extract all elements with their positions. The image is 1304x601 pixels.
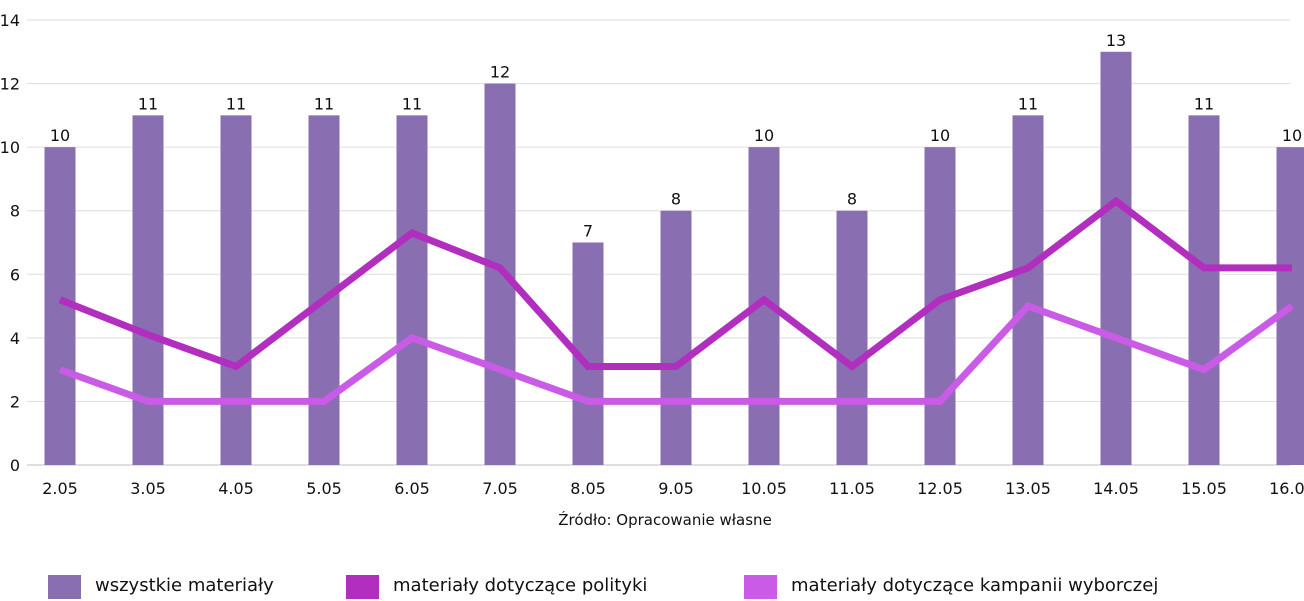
y-tick-label: 2 — [10, 392, 20, 411]
legend-swatch — [346, 575, 379, 599]
data-label: 7 — [583, 222, 593, 241]
x-tick-label: 12.05 — [917, 479, 963, 498]
x-tick-label: 16.05 — [1269, 479, 1304, 498]
x-tick-label: 7.05 — [482, 479, 518, 498]
x-tick-label: 6.05 — [394, 479, 430, 498]
data-label: 11 — [314, 94, 334, 113]
x-tick-label: 11.05 — [829, 479, 875, 498]
data-label: 10 — [1282, 126, 1302, 145]
data-label: 8 — [671, 190, 681, 209]
bar — [1100, 51, 1132, 466]
data-label: 11 — [226, 94, 246, 113]
y-tick-label: 4 — [10, 329, 20, 348]
y-tick-label: 0 — [10, 456, 20, 475]
bar — [836, 210, 868, 465]
y-tick-label: 8 — [10, 202, 20, 221]
bar — [1012, 115, 1044, 465]
x-tick-label: 14.05 — [1093, 479, 1139, 498]
legend-label: wszystkie materiały — [95, 575, 274, 596]
x-tick-label: 3.05 — [130, 479, 166, 498]
data-label: 10 — [50, 126, 70, 145]
data-label: 13 — [1106, 31, 1126, 50]
bar — [484, 83, 516, 466]
data-label: 11 — [402, 94, 422, 113]
bar — [1188, 115, 1220, 465]
x-tick-label: 4.05 — [218, 479, 254, 498]
legend-label: materiały dotyczące polityki — [393, 575, 647, 596]
source-note: Źródło: Opracowanie własne — [558, 510, 772, 529]
y-tick-label: 10 — [0, 138, 20, 157]
series-line — [58, 196, 1292, 371]
line-series — [58, 196, 1295, 405]
data-labels: 10 11 11 11 11 12 7 8 10 8 10 11 13 11 10 — [50, 31, 1302, 241]
x-axis-ticks: 2.05 3.05 4.05 5.05 6.05 7.05 8.05 9.05 10.05 11.… — [42, 479, 1304, 498]
legend-swatch — [744, 575, 777, 599]
y-axis-ticks: 0 2 4 6 8 10 12 14 — [0, 11, 20, 475]
x-tick-label: 5.05 — [306, 479, 342, 498]
x-tick-label: 10.05 — [741, 479, 787, 498]
y-tick-label: 6 — [10, 265, 20, 284]
data-label: 11 — [1194, 94, 1214, 113]
bar-series — [44, 51, 1304, 466]
bar — [132, 115, 164, 465]
series-line — [58, 301, 1295, 405]
legend-label: materiały dotyczące kampanii wyborczej — [791, 575, 1158, 596]
legend: wszystkie materiały materiały dotyczące p… — [48, 575, 1158, 599]
legend-swatch — [48, 575, 81, 599]
x-tick-label: 15.05 — [1181, 479, 1227, 498]
data-label: 10 — [754, 126, 774, 145]
x-tick-label: 8.05 — [570, 479, 606, 498]
x-tick-label: 9.05 — [658, 479, 694, 498]
bar — [396, 115, 428, 465]
data-label: 11 — [1018, 94, 1038, 113]
bar — [660, 210, 692, 465]
bar — [220, 115, 252, 465]
data-label: 11 — [138, 94, 158, 113]
y-tick-label: 12 — [0, 75, 20, 94]
data-label: 10 — [930, 126, 950, 145]
x-tick-label: 13.05 — [1005, 479, 1051, 498]
data-label: 12 — [490, 63, 510, 82]
x-tick-label: 2.05 — [42, 479, 78, 498]
data-label: 8 — [847, 190, 857, 209]
y-tick-label: 14 — [0, 11, 20, 30]
